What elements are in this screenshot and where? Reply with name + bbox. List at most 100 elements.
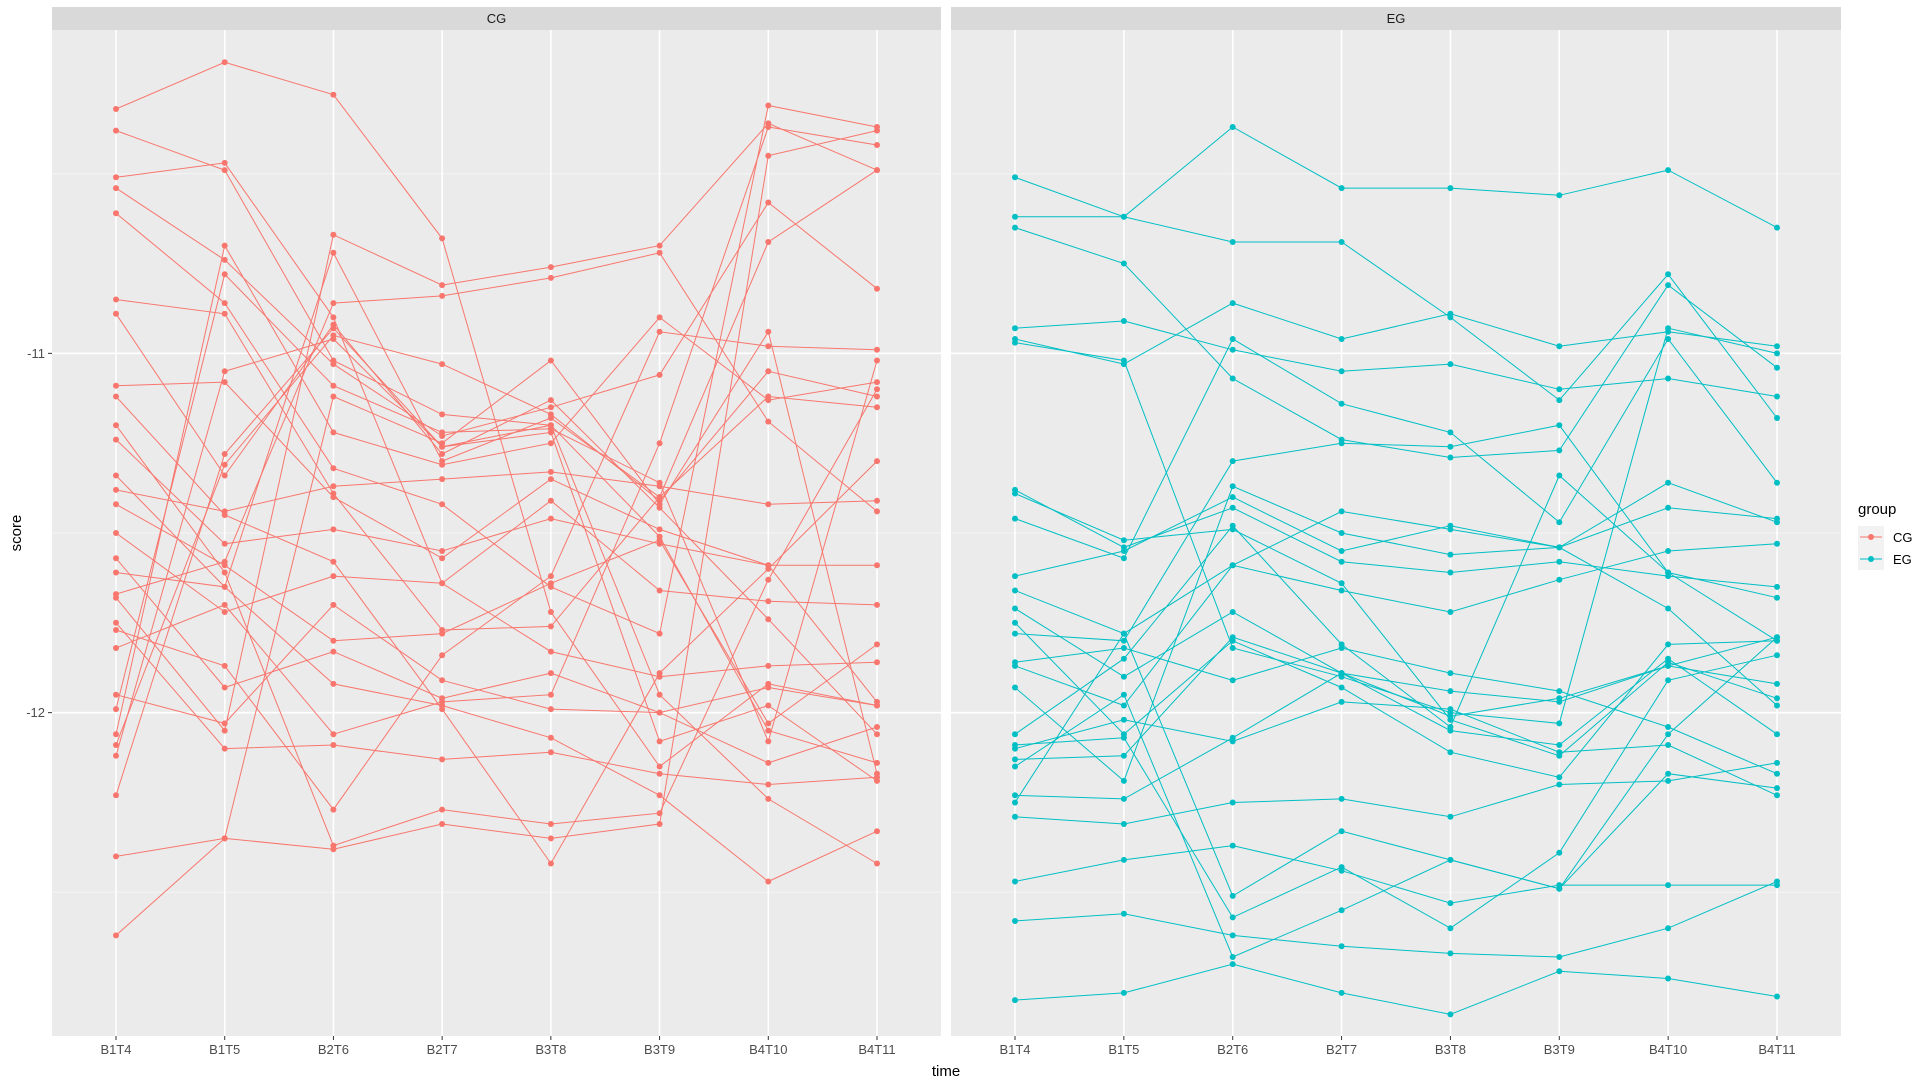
- data-point: [547, 476, 554, 483]
- data-point: [221, 451, 228, 457]
- data-point: [113, 185, 119, 192]
- data-point: [439, 451, 446, 457]
- data-point: [656, 314, 663, 321]
- data-point: [1774, 594, 1780, 601]
- data-point: [1665, 925, 1672, 932]
- data-point: [1012, 515, 1018, 522]
- data-point: [765, 616, 772, 623]
- data-point: [765, 124, 772, 130]
- data-point: [1447, 749, 1454, 756]
- data-point: [874, 562, 880, 569]
- data-point: [1012, 792, 1018, 799]
- data-point: [1120, 555, 1127, 562]
- x-tick-label: B2T7: [427, 1042, 458, 1057]
- data-point: [1556, 849, 1563, 856]
- y-tick-label: -11: [27, 346, 45, 361]
- series-line: [115, 439, 877, 566]
- x-tick-label: B4T10: [1649, 1042, 1687, 1057]
- series-line: [115, 126, 878, 735]
- data-point: [113, 127, 119, 134]
- data-point: [874, 860, 880, 867]
- data-point: [1229, 914, 1236, 921]
- facet-strip-label-eg: EG: [1387, 11, 1406, 26]
- series-line: [1014, 126, 1778, 229]
- x-tick-label: B3T9: [644, 1042, 675, 1057]
- data-point: [439, 580, 446, 587]
- series-line: [1014, 636, 1778, 760]
- x-axis-cg: B1T4 B1T5 B2T6 B2T7 B3T8 B3T9 B4T10 B4T11: [100, 1036, 896, 1057]
- data-point: [439, 235, 446, 242]
- data-point: [765, 397, 772, 404]
- series-line: [1014, 636, 1778, 958]
- data-point: [221, 256, 228, 263]
- data-point: [330, 742, 337, 748]
- x-tick-label: B4T11: [1758, 1042, 1795, 1057]
- data-point: [330, 483, 337, 490]
- data-point: [656, 792, 663, 799]
- data-point: [656, 670, 663, 677]
- data-point: [1556, 386, 1563, 393]
- series-line: [115, 500, 878, 613]
- data-point: [1120, 856, 1127, 863]
- data-point: [874, 828, 880, 835]
- data-point: [1012, 325, 1018, 332]
- data-point: [1338, 943, 1345, 950]
- data-point: [1338, 795, 1345, 802]
- series-line: [1014, 845, 1777, 904]
- data-point: [547, 357, 554, 364]
- data-point: [1665, 336, 1672, 342]
- data-point: [1012, 630, 1018, 637]
- data-point: [547, 609, 554, 615]
- data-point: [1229, 932, 1236, 939]
- legend-key-eg: EG: [1858, 548, 1912, 570]
- data-point: [656, 537, 663, 544]
- data-point: [1774, 224, 1780, 231]
- data-point: [656, 371, 663, 378]
- data-point: [874, 731, 880, 738]
- data-point: [1774, 993, 1780, 1000]
- data-point: [547, 573, 554, 580]
- data-point: [656, 810, 663, 817]
- facet-strip-eg: [951, 7, 1841, 30]
- data-point: [1447, 569, 1454, 576]
- x-tick-label: B4T11: [858, 1042, 895, 1057]
- data-point: [439, 548, 446, 554]
- data-point: [547, 623, 554, 630]
- facet-strip-label-cg: CG: [487, 11, 507, 26]
- data-point: [547, 274, 554, 281]
- data-point: [656, 709, 663, 716]
- data-point: [1229, 458, 1236, 465]
- data-point: [1012, 813, 1018, 820]
- data-point: [1229, 738, 1236, 745]
- data-point: [1774, 702, 1780, 709]
- data-point: [113, 486, 119, 493]
- series-line: [115, 313, 878, 735]
- data-point: [1338, 440, 1345, 447]
- data-point: [330, 231, 337, 238]
- data-point: [439, 440, 446, 447]
- data-point: [547, 835, 554, 842]
- data-point: [1012, 731, 1018, 738]
- data-point: [1556, 749, 1563, 756]
- data-point: [874, 127, 880, 134]
- data-point: [874, 404, 880, 411]
- data-point: [113, 853, 119, 860]
- data-point: [765, 795, 772, 802]
- data-point: [874, 774, 880, 781]
- data-point: [874, 641, 880, 648]
- data-point: [330, 648, 337, 655]
- series-line: [1014, 622, 1778, 778]
- data-point: [1120, 716, 1127, 723]
- data-point: [1120, 691, 1127, 698]
- data-point: [874, 497, 880, 504]
- data-point: [439, 630, 446, 637]
- data-point: [874, 724, 880, 730]
- series-line: [115, 471, 878, 512]
- data-point: [547, 691, 554, 698]
- series-line: [115, 244, 878, 735]
- data-point: [439, 282, 446, 289]
- data-point: [113, 731, 119, 738]
- data-point: [113, 210, 119, 217]
- series-line: [115, 273, 878, 743]
- data-point: [221, 745, 228, 752]
